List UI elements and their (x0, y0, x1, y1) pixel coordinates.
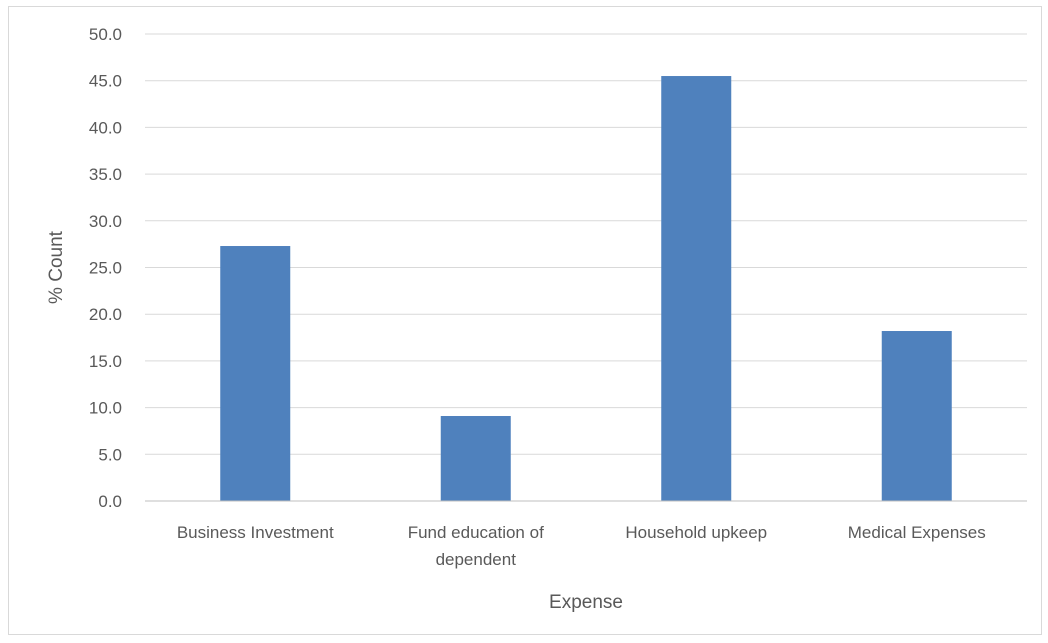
x-axis-ticks: Business Investment Fund education of depe… (177, 523, 986, 569)
chart-frame (8, 6, 1042, 635)
y-tick-label: 5.0 (98, 445, 122, 464)
y-tick-label: 35.0 (89, 165, 122, 184)
y-tick-label: 45.0 (89, 72, 122, 91)
x-tick-label: Fund education of dependent (408, 523, 544, 569)
gridlines (145, 33, 1027, 455)
y-tick-label: 0.0 (98, 492, 122, 511)
y-tick-label: 40.0 (89, 118, 122, 137)
y-axis-ticks: 0.0 5.0 10.0 15.0 20.0 25.0 30.0 35.0 40.0 45.0 50… (89, 25, 122, 511)
x-axis-label: Expense (549, 592, 623, 613)
bar (220, 246, 291, 501)
y-tick-label: 15.0 (89, 352, 122, 371)
y-tick-label: 25.0 (89, 259, 122, 278)
y-tick-label: 30.0 (89, 212, 122, 231)
bar (661, 76, 732, 501)
bar (440, 416, 511, 501)
x-tick-label: Medical Expenses (848, 523, 986, 542)
bar (881, 331, 952, 501)
bars (220, 76, 952, 501)
x-tick-label: Household upkeep (625, 523, 767, 542)
y-tick-label: 10.0 (89, 399, 122, 418)
y-axis-label: % Count (46, 230, 67, 304)
y-tick-label: 50.0 (89, 25, 122, 44)
x-tick-label: Business Investment (177, 523, 334, 542)
y-tick-label: 20.0 (89, 305, 122, 324)
